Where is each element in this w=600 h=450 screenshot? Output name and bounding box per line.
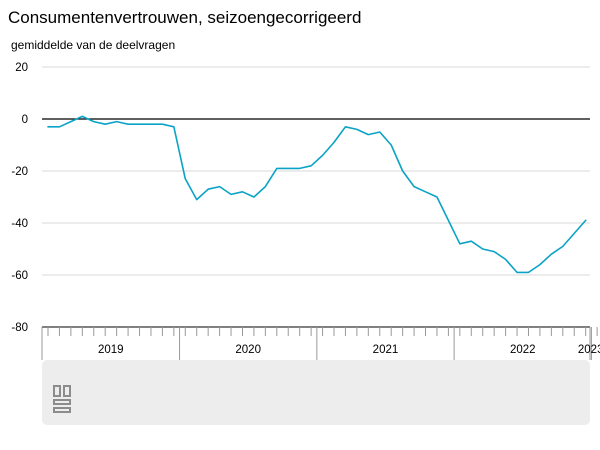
x-year-label: 2019 [98, 344, 124, 356]
x-year-label: 2021 [373, 344, 399, 356]
x-axis: 2019 2020 2021 2022 2023 [41, 326, 600, 360]
y-tick-label: -40 [11, 218, 28, 230]
series-layer [47, 115, 587, 274]
chart-title: Consumentenvertrouwen, seizoengecorrigee… [8, 8, 361, 27]
x-year-label: 2022 [510, 344, 536, 356]
x-year-label: 2023 [578, 344, 600, 356]
cbs-logo-icon [53, 385, 71, 413]
y-axis-ticks: 20 0 -20 -40 -60 -80 [11, 62, 28, 334]
y-tick-label: 20 [15, 62, 28, 74]
gridlines [42, 66, 590, 328]
x-year-label: 2020 [235, 344, 261, 356]
y-tick-label: -80 [11, 322, 28, 334]
y-tick-label: -20 [11, 166, 28, 178]
footer-panel-background [42, 360, 590, 425]
y-axis-label: gemiddelde van de deelvragen [11, 38, 175, 52]
series-line [47, 115, 587, 274]
y-tick-label: -60 [11, 270, 28, 282]
y-tick-label: 0 [22, 114, 28, 126]
footer-panel [42, 360, 590, 425]
